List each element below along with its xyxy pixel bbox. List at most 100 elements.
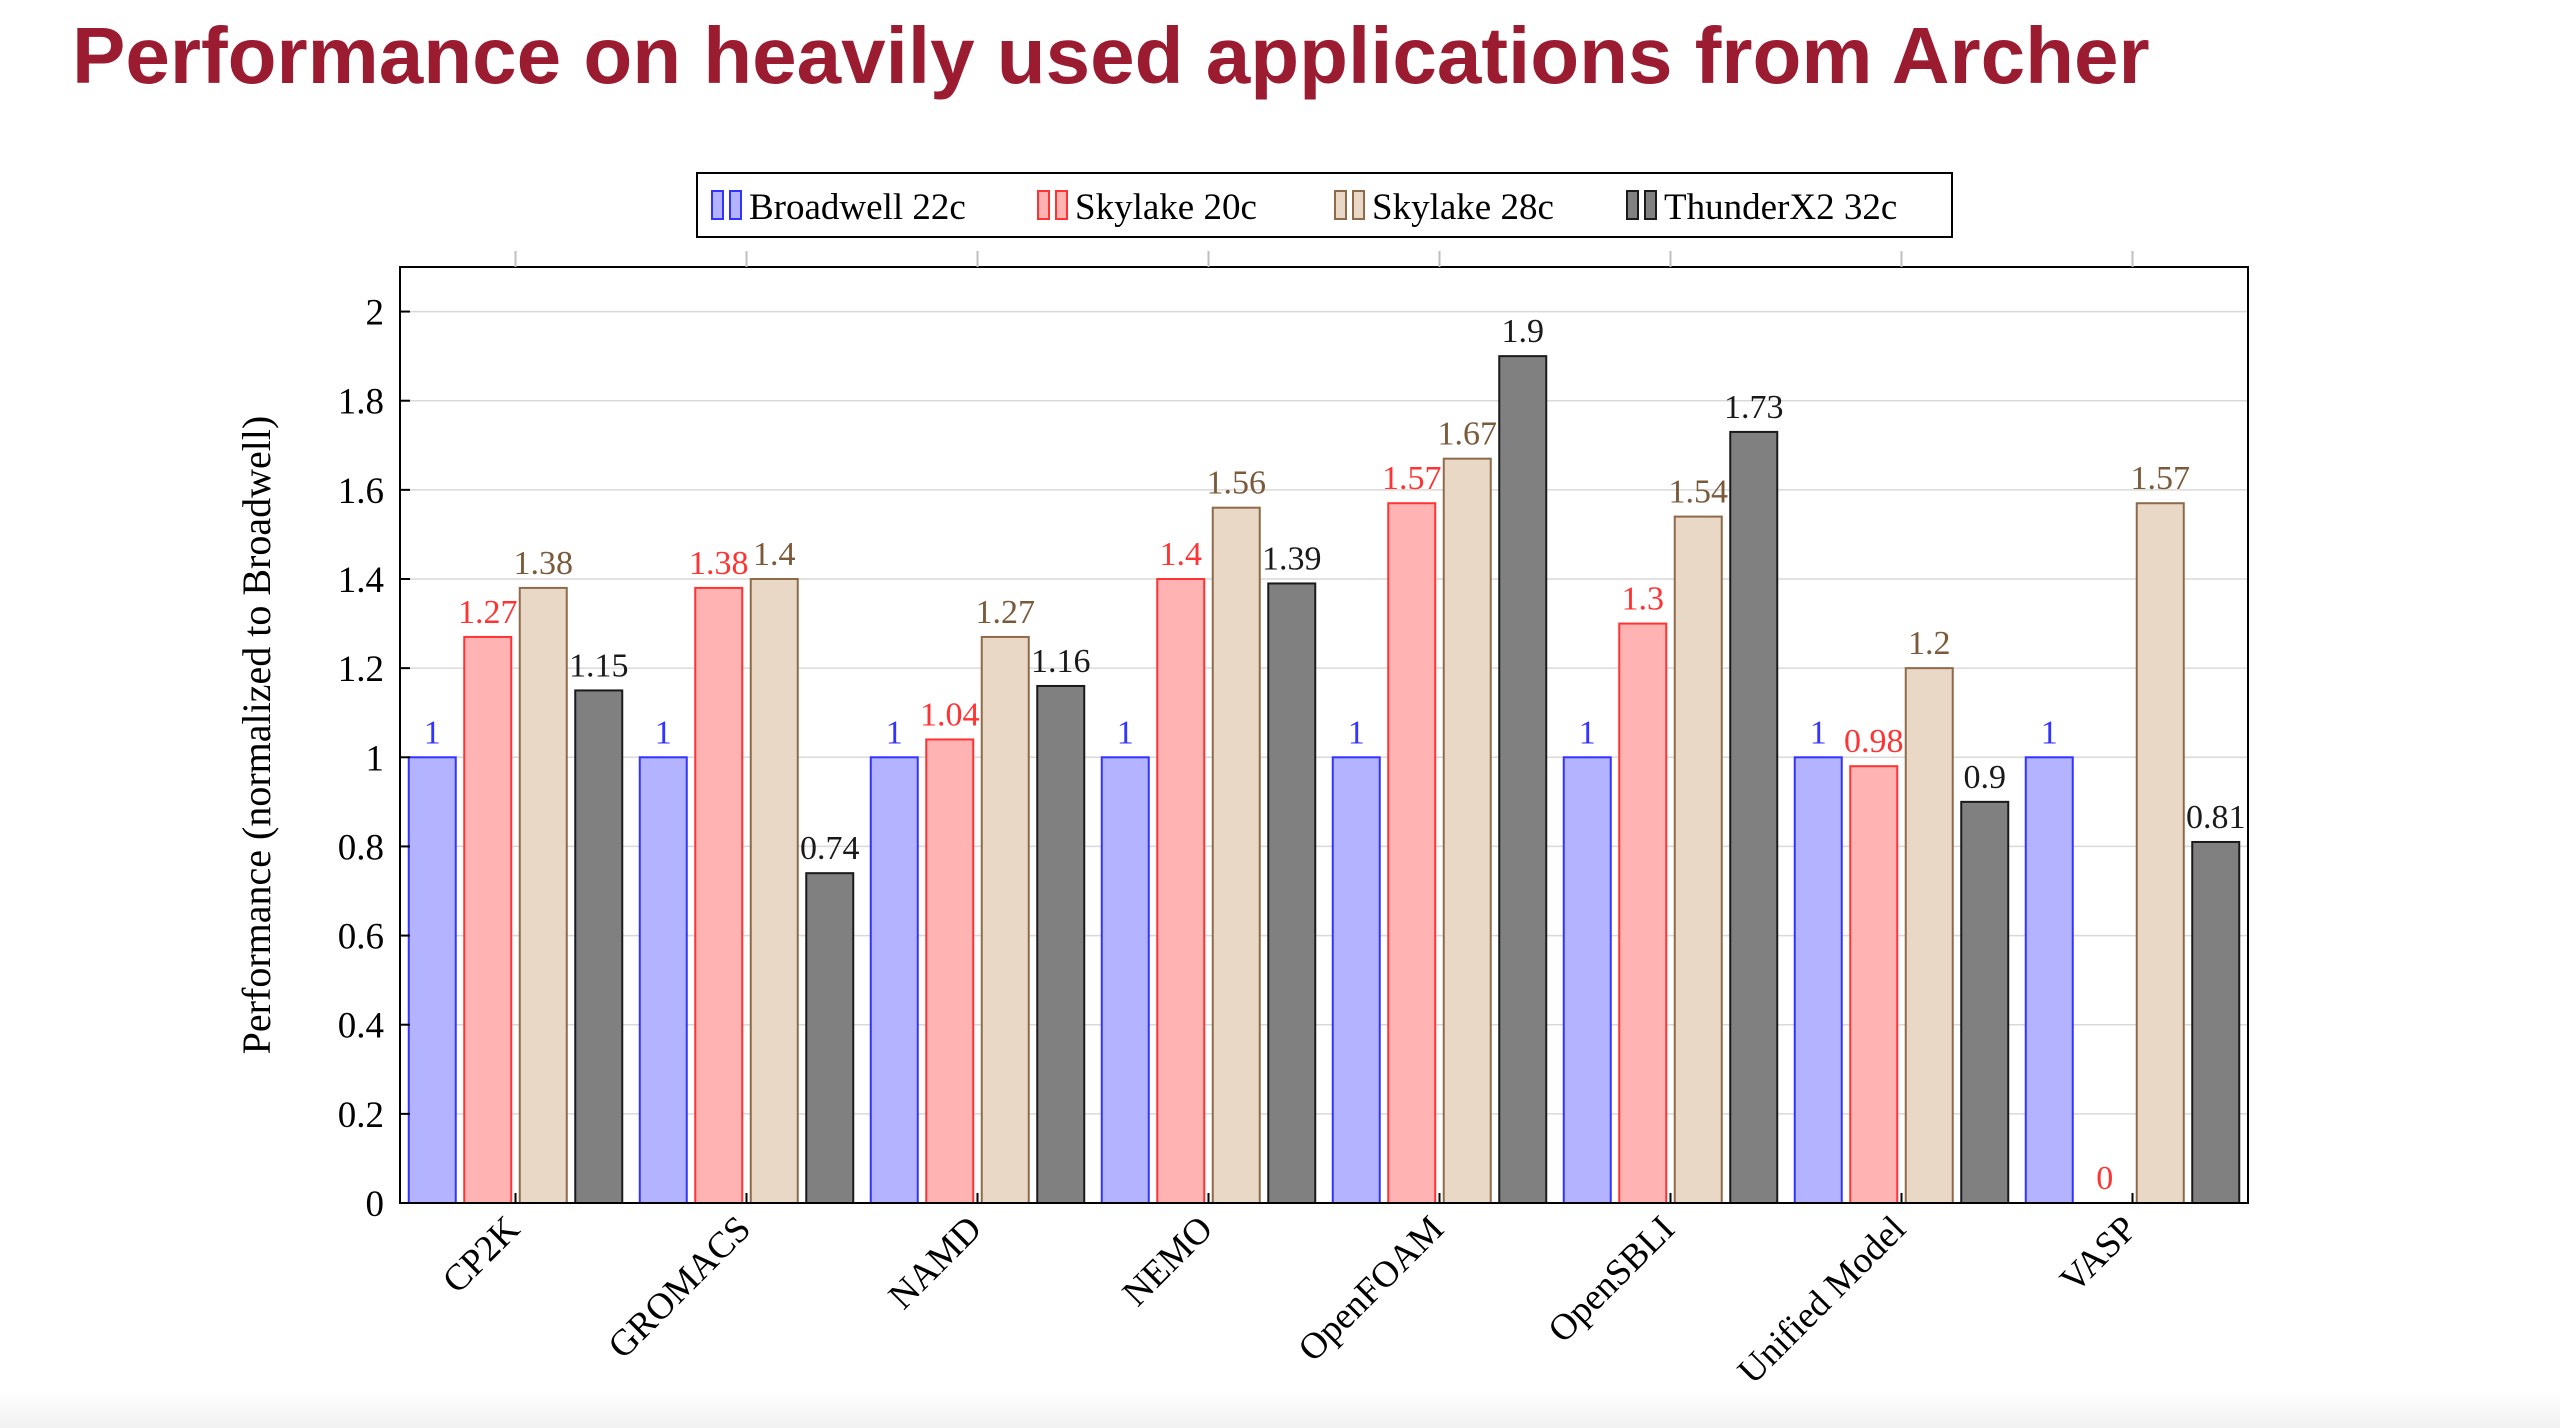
y-tick-label: 0.6 (338, 917, 384, 958)
data-label-thunderx2-32c-gromacs: 0.74 (800, 830, 860, 867)
bar-skylake-20c-openfoam (1387, 502, 1437, 1204)
data-label-broadwell-22c-gromacs: 1 (655, 714, 672, 751)
bar-skylake-20c-unified-model (1849, 765, 1899, 1204)
data-label-skylake-20c-opensbli: 1.3 (1622, 581, 1665, 618)
bars (407, 355, 2241, 1205)
y-tick-label: 0.8 (338, 827, 384, 868)
data-label-broadwell-22c-cp2k: 1 (424, 714, 441, 751)
legend: Broadwell 22c Skylake 20c Skylake 28c Thund… (696, 172, 1953, 238)
legend-entry-skylake-20c: Skylake 20c (1037, 187, 1257, 228)
data-label-skylake-20c-nemo: 1.4 (1160, 536, 1203, 573)
bar-skylake-20c-namd (925, 738, 975, 1204)
bar-skylake-28c-nemo (1211, 506, 1261, 1204)
x-tick-label-opensbli: OpenSBLI (1541, 1208, 1683, 1350)
y-tick-label: 1.4 (338, 560, 384, 601)
bar-broadwell-22c-gromacs (638, 756, 688, 1204)
data-label-skylake-20c-gromacs: 1.38 (689, 545, 749, 582)
data-label-skylake-28c-gromacs: 1.4 (753, 536, 796, 573)
data-label-thunderx2-32c-cp2k: 1.15 (569, 647, 629, 684)
y-tick-label: 0.4 (338, 1006, 384, 1047)
legend-label: Broadwell 22c (749, 187, 966, 228)
legend-swatch (729, 190, 742, 220)
data-label-skylake-28c-namd: 1.27 (976, 594, 1036, 631)
y-tick-label: 0 (366, 1184, 385, 1225)
data-label-broadwell-22c-opensbli: 1 (1579, 714, 1596, 751)
bar-skylake-28c-gromacs (749, 578, 799, 1204)
legend-entry-skylake-28c: Skylake 28c (1334, 187, 1554, 228)
y-tick-label: 2 (366, 293, 385, 334)
data-label-thunderx2-32c-unified-model: 0.9 (1964, 759, 2007, 796)
bar-thunderx2-32c-nemo (1267, 582, 1317, 1204)
legend-label: Skylake 20c (1075, 187, 1257, 228)
bar-skylake-28c-namd (980, 635, 1030, 1204)
y-tick-label: 1 (366, 738, 385, 779)
bar-skylake-28c-opensbli (1673, 515, 1723, 1204)
bar-broadwell-22c-unified-model (1793, 756, 1843, 1204)
bar-broadwell-22c-cp2k (407, 756, 457, 1204)
data-label-thunderx2-32c-vasp: 0.81 (2186, 799, 2246, 836)
legend-label: ThunderX2 32c (1664, 187, 1897, 228)
data-label-skylake-20c-namd: 1.04 (920, 696, 980, 733)
bar-thunderx2-32c-unified-model (1960, 800, 2010, 1204)
legend-swatch (1037, 190, 1050, 220)
bar-skylake-20c-gromacs (694, 586, 744, 1204)
bar-skylake-28c-openfoam (1442, 457, 1492, 1204)
bar-skylake-20c-cp2k (463, 635, 513, 1204)
legend-label: Skylake 28c (1372, 187, 1554, 228)
data-label-thunderx2-32c-openfoam: 1.9 (1502, 313, 1545, 350)
bar-skylake-28c-vasp (2135, 502, 2185, 1204)
legend-entry-thunderx2-32c: ThunderX2 32c (1626, 187, 1897, 228)
plot-frame (399, 266, 2249, 1204)
legend-box (696, 172, 1953, 238)
y-axis: 0 0.2 0.4 0.6 0.8 1 1.2 1.4 1.6 1.8 2 (338, 293, 410, 1225)
bar-broadwell-22c-vasp (2024, 756, 2074, 1204)
bottom-strip (0, 1390, 2560, 1428)
bar-broadwell-22c-opensbli (1562, 756, 1612, 1204)
bar-broadwell-22c-openfoam (1331, 756, 1381, 1204)
data-label-broadwell-22c-unified-model: 1 (1810, 714, 1827, 751)
x-tick-label-unified-model: Unified Model (1730, 1208, 1914, 1392)
legend-entry-broadwell-22c: Broadwell 22c (711, 187, 966, 228)
y-tick-label: 1.6 (338, 471, 384, 512)
data-label-skylake-28c-opensbli: 1.54 (1669, 474, 1729, 511)
bar-broadwell-22c-nemo (1100, 756, 1150, 1204)
bar-thunderx2-32c-namd (1036, 684, 1086, 1204)
data-label-broadwell-22c-openfoam: 1 (1348, 714, 1365, 751)
data-label-broadwell-22c-nemo: 1 (1117, 714, 1134, 751)
bar-thunderx2-32c-cp2k (574, 689, 624, 1204)
data-label-skylake-28c-nemo: 1.56 (1207, 465, 1267, 502)
x-tick-label-vasp: VASP (2052, 1208, 2145, 1301)
bar-thunderx2-32c-gromacs (805, 872, 855, 1205)
data-label-skylake-20c-openfoam: 1.57 (1382, 460, 1442, 497)
data-label-broadwell-22c-vasp: 1 (2041, 714, 2058, 751)
slide-title: Performance on heavily used applications… (72, 11, 2150, 100)
data-label-skylake-28c-openfoam: 1.67 (1438, 416, 1498, 453)
y-tick-label: 0.2 (338, 1095, 384, 1136)
data-label-skylake-20c-vasp: 0 (2096, 1160, 2113, 1197)
bar-thunderx2-32c-opensbli (1729, 430, 1779, 1204)
legend-swatch (1352, 190, 1365, 220)
x-tick-label-cp2k: CP2K (435, 1208, 528, 1301)
data-label-thunderx2-32c-namd: 1.16 (1031, 643, 1091, 680)
bar-skylake-28c-cp2k (518, 586, 568, 1204)
y-axis-label: Performance (normalized to Broadwell) (234, 416, 279, 1055)
x-tick-label-gromacs: GROMACS (600, 1208, 758, 1366)
data-label-broadwell-22c-namd: 1 (886, 714, 903, 751)
bar-thunderx2-32c-vasp (2191, 840, 2241, 1204)
legend-swatch (1334, 190, 1347, 220)
x-tick-label-openfoam: OpenFOAM (1291, 1208, 1452, 1369)
data-label-skylake-28c-vasp: 1.57 (2131, 460, 2191, 497)
data-label-thunderx2-32c-nemo: 1.39 (1262, 540, 1322, 577)
data-label-thunderx2-32c-opensbli: 1.73 (1724, 389, 1784, 426)
legend-swatch (1626, 190, 1639, 220)
data-label-skylake-20c-cp2k: 1.27 (458, 594, 518, 631)
y-tick-label: 1.8 (338, 382, 384, 423)
data-label-skylake-20c-unified-model: 0.98 (1844, 723, 1904, 760)
bar-broadwell-22c-namd (869, 756, 919, 1204)
data-label-skylake-28c-unified-model: 1.2 (1908, 625, 1951, 662)
x-tick-label-nemo: NEMO (1115, 1208, 1221, 1314)
bar-skylake-20c-opensbli (1618, 622, 1668, 1204)
legend-swatch (1055, 190, 1068, 220)
